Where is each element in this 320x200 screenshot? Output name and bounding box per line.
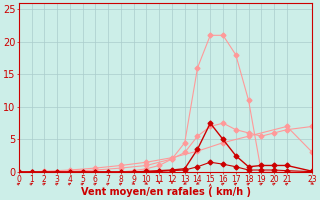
X-axis label: Vent moyen/en rafales ( km/h ): Vent moyen/en rafales ( km/h ) — [81, 187, 251, 197]
